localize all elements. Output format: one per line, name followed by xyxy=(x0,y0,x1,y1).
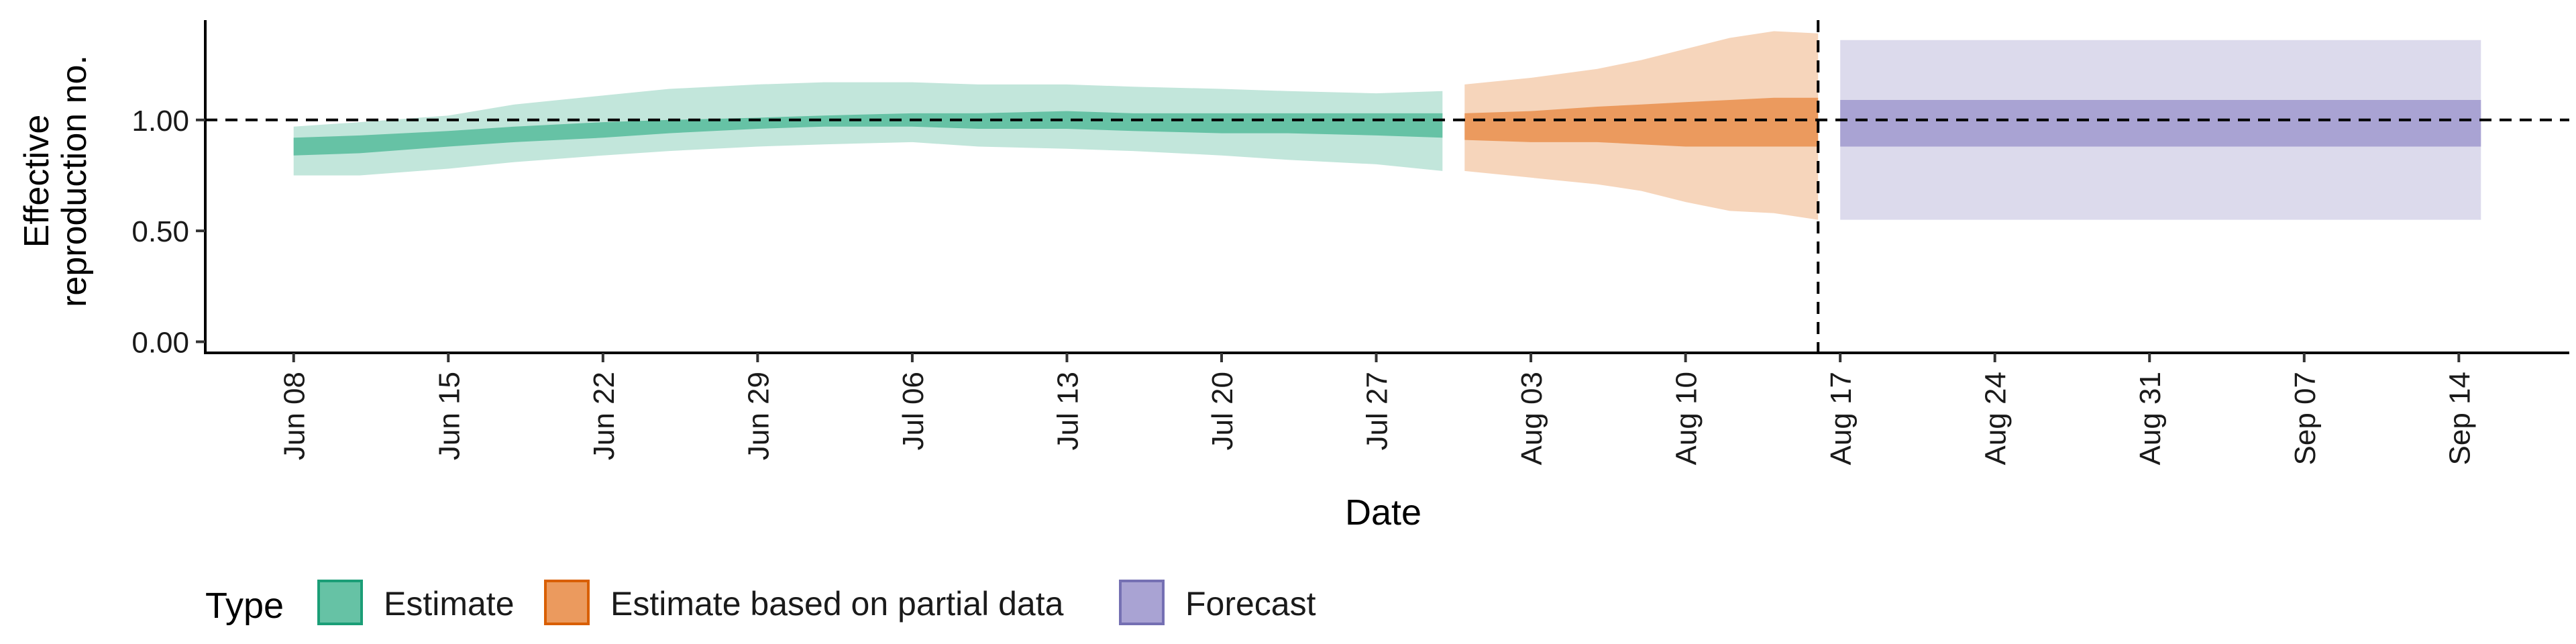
x-tick-label: Jun 22 xyxy=(588,372,621,460)
legend-key-partial-estimate xyxy=(544,580,590,625)
band-outer-estimate xyxy=(293,82,1443,176)
x-tick-label: Aug 24 xyxy=(1980,372,2012,465)
band-inner-estimate xyxy=(293,111,1443,156)
y-tick-label: 1.00 xyxy=(131,105,189,138)
x-tick-label: Aug 03 xyxy=(1515,372,1548,465)
confidence-bands xyxy=(293,31,2481,220)
x-tick-label: Jun 08 xyxy=(278,372,311,460)
legend-key-estimate xyxy=(317,580,363,625)
y-tick-label: 0.00 xyxy=(131,326,189,359)
x-axis-title: Date xyxy=(1345,492,1421,533)
legend-label-partial-estimate: Estimate based on partial data xyxy=(610,585,1064,623)
x-tick-label: Aug 31 xyxy=(2134,372,2167,465)
x-tick-label: Jun 15 xyxy=(433,372,466,460)
legend-key-forecast xyxy=(1119,580,1165,625)
y-tick-label: 0.50 xyxy=(131,215,189,248)
legend: Type Estimate Estimate based on partial … xyxy=(205,580,1316,626)
y-axis-title-line-1: Effective xyxy=(17,115,56,248)
axes: 0.00 0.50 1.00 Jun 08 Jun 15 Jun 22 Jun 29 Jul … xyxy=(131,20,2569,465)
x-tick-label: Aug 17 xyxy=(1825,372,1858,465)
x-tick-label: Jul 13 xyxy=(1051,372,1084,450)
band-inner-estimate-based-on-partial-data xyxy=(1464,97,1819,147)
y-axis-title-line-2: reproduction no. xyxy=(55,55,94,307)
x-tick-label: Jul 27 xyxy=(1361,372,1394,450)
legend-title: Type xyxy=(205,586,284,626)
x-tick-label: Jun 29 xyxy=(742,372,775,460)
band-inner-forecast xyxy=(1840,100,2481,147)
x-tick-label: Jul 20 xyxy=(1206,372,1239,450)
x-tick-label: Sep 14 xyxy=(2443,372,2476,465)
x-tick-label: Aug 10 xyxy=(1670,372,1703,465)
x-tick-label: Sep 07 xyxy=(2289,372,2322,465)
reference-lines xyxy=(205,20,2569,353)
legend-label-forecast: Forecast xyxy=(1185,585,1316,623)
legend-label-estimate: Estimate xyxy=(384,585,515,623)
x-tick-label: Jul 06 xyxy=(897,372,930,450)
